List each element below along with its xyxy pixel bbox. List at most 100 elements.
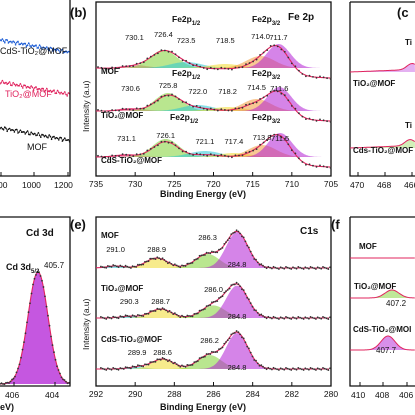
spectrum-point — [66, 382, 69, 385]
spectrum-point — [54, 358, 57, 361]
spectrum-point — [295, 317, 298, 320]
spectrum-point — [159, 308, 162, 311]
spectrum-point — [206, 68, 209, 71]
survey-point — [22, 43, 24, 46]
panel-f-sample-label: MOF — [359, 242, 377, 251]
panel-f-peak-value: 407.2 — [386, 299, 407, 308]
spectrum-point — [258, 314, 261, 316]
panel-d-peak-value: 405.7 — [44, 261, 65, 270]
spectrum-point — [269, 367, 271, 370]
spectrum-point — [186, 262, 189, 265]
x-tick-label: 280 — [324, 389, 338, 399]
spectrum-point — [12, 377, 15, 380]
peak-value-label: 288.6 — [153, 348, 172, 357]
spectrum-point — [18, 363, 21, 366]
panel-e-letter: (e) — [70, 217, 86, 232]
x-tick-label: 710 — [285, 179, 299, 189]
spectrum-point — [248, 150, 251, 153]
spectrum-point — [224, 154, 226, 157]
spectrum-point — [313, 317, 316, 320]
spectrum-point — [157, 52, 159, 55]
spectrum-point — [248, 246, 250, 249]
spectrum-envelope — [350, 139, 415, 149]
spectrum-point — [53, 351, 55, 354]
spectrum-point — [135, 315, 138, 318]
spectrum-point — [269, 90, 272, 93]
spectrum-point — [239, 285, 242, 288]
fitted-peak — [96, 105, 331, 111]
spectrum-point — [103, 266, 106, 269]
spectrum-point — [253, 359, 256, 361]
spectrum-point — [184, 366, 187, 368]
spectrum-point — [122, 266, 125, 269]
spectrum-point — [133, 365, 136, 368]
survey-point — [40, 89, 42, 92]
spectrum-point — [260, 364, 263, 366]
panel-f-peak-value: 407.7 — [376, 346, 397, 355]
spectrum-point — [174, 95, 177, 98]
spectrum-point — [228, 337, 231, 340]
spectrum-point — [165, 260, 168, 263]
survey-point — [29, 87, 31, 89]
spectrum-point — [256, 362, 259, 365]
spectrum-point — [39, 275, 42, 277]
spectrum-point — [285, 316, 287, 318]
spectrum-point — [181, 150, 184, 153]
spectrum-point — [159, 258, 162, 261]
spectrum-point — [297, 316, 300, 318]
peak-value-label: 725.8 — [159, 81, 178, 90]
spectrum-point — [126, 265, 129, 268]
spectrum-point — [226, 339, 229, 342]
spectrum-point — [111, 154, 113, 157]
spectrum-point — [32, 283, 34, 286]
survey-point — [50, 91, 53, 93]
spectrum-point — [202, 254, 205, 256]
panel-f-tick-label: 406 — [399, 390, 413, 400]
spectrum-point — [199, 153, 202, 156]
spectrum-point — [139, 62, 142, 64]
spectrum-point — [65, 380, 67, 383]
spectrum-point — [181, 264, 183, 267]
fitted-peak — [96, 151, 331, 157]
spectrum-point — [138, 314, 141, 317]
spectrum-point — [161, 357, 164, 359]
spectrum-point — [271, 267, 273, 270]
spectrum-point — [135, 366, 138, 369]
panel-c-tick-label: 468 — [377, 180, 391, 190]
spectrum-point — [108, 265, 111, 268]
survey-point — [4, 41, 6, 44]
spectrum-point — [234, 107, 237, 110]
spectrum-point — [248, 103, 251, 105]
spectrum-point — [153, 54, 156, 56]
spectrum-point — [256, 312, 259, 314]
spectrum-point — [171, 141, 173, 144]
spectrum-point — [279, 266, 282, 269]
spectrum-point — [276, 267, 278, 270]
spectrum-point — [107, 68, 110, 71]
spectrum-point — [259, 54, 261, 56]
spectrum-point — [124, 264, 127, 267]
spectrum-point — [185, 150, 188, 153]
spectrum-point — [245, 151, 247, 154]
spectrum-point — [170, 263, 173, 265]
spectrum-point — [206, 108, 209, 111]
spectrum-point — [283, 317, 286, 320]
spectrum-point — [104, 67, 106, 70]
spectrum-point — [2, 383, 4, 385]
spectrum-point — [165, 309, 168, 312]
x-tick-label: 725 — [167, 179, 181, 189]
spectrum-point — [272, 366, 275, 369]
spectrum-point — [221, 346, 224, 349]
spectrum-point — [231, 68, 233, 71]
spectrum-point — [160, 95, 163, 98]
spectrum-point — [211, 350, 213, 353]
survey-point — [2, 129, 5, 131]
spectrum-point — [152, 361, 155, 363]
spectrum-point — [290, 62, 293, 65]
svg-text:Fe2p1/2: Fe2p1/2 — [172, 68, 201, 81]
spectrum-point — [100, 265, 102, 268]
spectrum-point — [42, 286, 45, 288]
spectrum-point — [200, 356, 203, 359]
peak-value-label: 731.1 — [117, 134, 136, 143]
spectrum-envelope — [350, 289, 415, 299]
